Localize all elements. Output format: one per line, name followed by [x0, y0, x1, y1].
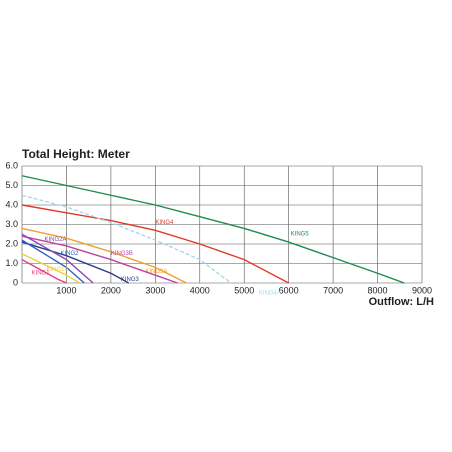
series-label: KING4A: [259, 291, 281, 297]
y-tick-label: 6.0: [5, 160, 18, 170]
line: [21, 194, 232, 284]
line: [21, 233, 94, 284]
y-tick-label: 4.0: [5, 199, 18, 209]
series-label: KING1A: [46, 267, 68, 273]
y-tick-label: 3.0: [5, 219, 18, 229]
x-tick-label: 9000: [412, 285, 432, 295]
chart-title: Total Height: Meter: [22, 147, 130, 161]
y-tick-label: 0: [13, 277, 18, 287]
x-tick-label: 5000: [234, 285, 254, 295]
line: [21, 204, 289, 284]
line: [21, 253, 81, 284]
series-label: KING3A: [145, 269, 167, 275]
x-tick-label: 4000: [190, 285, 210, 295]
y-tick-label: 5.0: [5, 180, 18, 190]
series-label: KING1: [32, 271, 51, 277]
x-tick-label: 2000: [101, 285, 121, 295]
y-tick-label: 2.0: [5, 238, 18, 248]
line: [21, 239, 85, 284]
x-tick-label: 3000: [145, 285, 165, 295]
series-label: KING4: [155, 220, 174, 226]
x-tick-label: 7000: [323, 285, 343, 295]
line: [21, 241, 130, 284]
x-tick-label: 6000: [279, 285, 299, 295]
x-tick-label: 1000: [56, 285, 76, 295]
x-tick-label: 8000: [368, 285, 388, 295]
line: [21, 227, 187, 284]
y-tick-label: 1.0: [5, 258, 18, 268]
line: [21, 235, 178, 284]
series-label: KING3: [121, 277, 140, 283]
series-label: KING3B: [111, 251, 133, 257]
x-axis-label: Outflow: L/H: [369, 296, 434, 308]
series-label: KING5: [291, 232, 310, 238]
series-label: KING2A: [44, 237, 66, 243]
line: [21, 175, 405, 284]
series-label: KING2: [60, 251, 79, 257]
line: [21, 258, 67, 284]
